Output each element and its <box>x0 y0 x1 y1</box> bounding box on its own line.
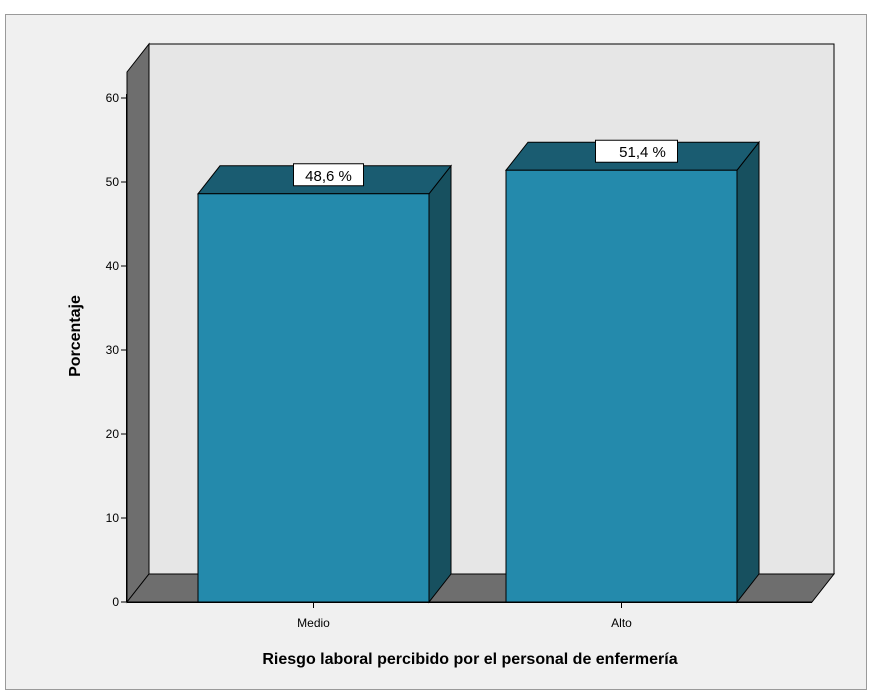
x-axis: Medio Alto <box>127 602 812 630</box>
bar-side <box>428 164 452 604</box>
data-label: 48,6 % <box>305 168 352 185</box>
data-label: 51,4 % <box>619 144 666 161</box>
y-tick-label: 0 <box>112 595 119 609</box>
y-axis: 0 10 20 30 40 50 60 <box>106 91 127 609</box>
bar-side <box>736 140 760 604</box>
data-label-box <box>293 163 364 187</box>
bar <box>505 169 738 603</box>
y-tick-label: 60 <box>106 91 120 105</box>
y-tick-label: 30 <box>106 343 120 357</box>
x-tick-label: Medio <box>297 616 330 630</box>
y-tick-label: 20 <box>106 427 120 441</box>
y-axis-title: Porcentaje <box>67 295 84 377</box>
y-tick-label: 10 <box>106 511 120 525</box>
bar-group: 51,4 % <box>504 139 761 604</box>
x-axis-title: Riesgo laboral percibido por el personal… <box>262 651 677 668</box>
bar-series: 48,6 % 51,4 % <box>196 139 761 604</box>
y-tick-label: 40 <box>106 259 120 273</box>
bar-group: 48,6 % <box>196 163 453 604</box>
bar <box>197 193 430 603</box>
y-tick-label: 50 <box>106 175 120 189</box>
x-tick-label: Alto <box>611 616 632 630</box>
data-label-box <box>595 139 678 163</box>
side-wall <box>126 42 150 604</box>
